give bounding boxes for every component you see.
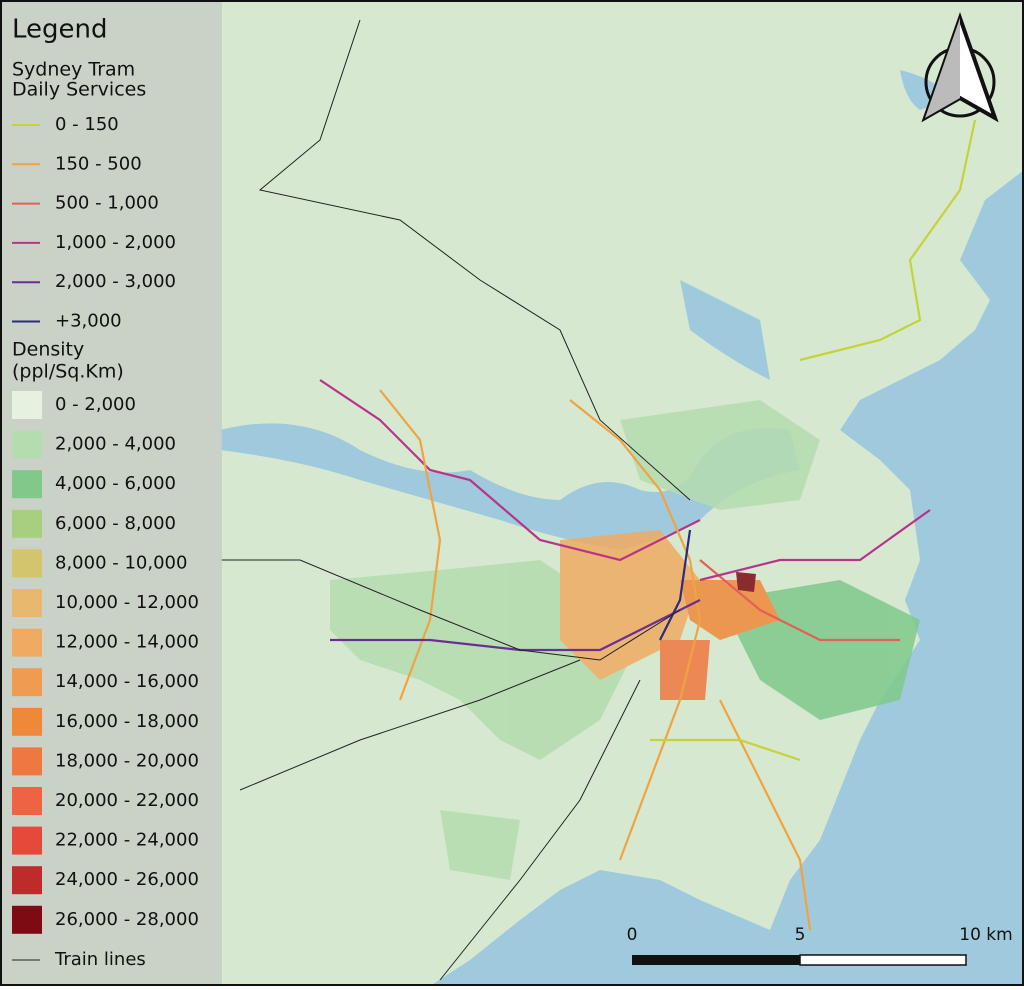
legend-label: 500 - 1,000 [55,193,159,214]
density-areas [330,400,920,880]
legend-swatch [12,430,42,459]
legend-label: 6,000 - 8,000 [55,513,176,534]
legend-label: 20,000 - 22,000 [55,790,199,811]
legend-label: 150 - 500 [55,153,142,174]
tram-line [379,389,442,701]
legend-label: 12,000 - 14,000 [55,632,199,653]
legend-swatch [12,747,42,776]
legend-label: 4,000 - 6,000 [55,473,176,494]
legend-label: 0 - 2,000 [55,394,136,415]
tram-line [319,379,701,562]
tram-line [569,399,702,861]
legend-swatch [12,628,42,657]
legend-swatch [12,589,42,617]
legend-swatch [12,509,42,538]
legend-label: 0 - 150 [55,114,119,135]
legend-swatch [12,905,42,934]
legend-swatch [12,866,42,895]
legend-heading: Sydney Tram [12,59,135,81]
legend-label: 10,000 - 12,000 [55,592,199,613]
legend-label: 2,000 - 3,000 [55,271,176,292]
arrow-shade [925,18,960,118]
legend-label: 8,000 - 10,000 [55,552,187,573]
scale-bar-white [799,954,967,966]
tram-line [699,509,931,582]
train-lines [220,19,691,981]
legend-swatch [12,826,42,855]
train-line [258,19,691,501]
legend-label: Train lines [54,949,146,970]
legend-swatch [12,787,42,815]
legend-label: 18,000 - 20,000 [55,750,199,771]
area [440,810,520,880]
legend-label: 2,000 - 4,000 [55,434,176,455]
legend-label: 14,000 - 16,000 [55,671,199,692]
legend-swatch [12,391,42,419]
legend-swatch [12,470,42,499]
scale-label: 5 [795,925,806,945]
legend-label: 16,000 - 18,000 [55,711,199,732]
train-line [220,559,681,661]
legend-label: +3,000 [55,311,122,332]
train-line [239,659,581,791]
legend-heading: Density [12,339,84,361]
legend-heading: (ppl/Sq.Km) [12,361,124,383]
legend-label: 26,000 - 28,000 [55,909,199,930]
scale-label: 0 [627,925,638,945]
north-arrow [921,11,999,123]
tram-line [699,559,900,642]
inlet [680,70,950,380]
legend-swatch [12,549,42,578]
scale-label: 10 km [959,925,1012,945]
legend-label: 24,000 - 26,000 [55,869,199,890]
area [680,580,780,640]
legend-label: 22,000 - 24,000 [55,830,199,851]
legend-swatch [12,707,42,736]
legend-swatch [12,668,42,697]
tram-line [799,119,977,362]
legend-heading: Daily Services [12,79,146,101]
tram-line [650,738,801,762]
area [660,640,710,700]
area [736,572,756,592]
legend-label: 1,000 - 2,000 [55,232,176,253]
tram-lines [319,119,977,931]
scale-bar-black [632,955,800,965]
train-line [439,679,641,981]
harbour [220,423,800,550]
tram-line [659,529,692,641]
legend-title: Legend [12,15,108,45]
